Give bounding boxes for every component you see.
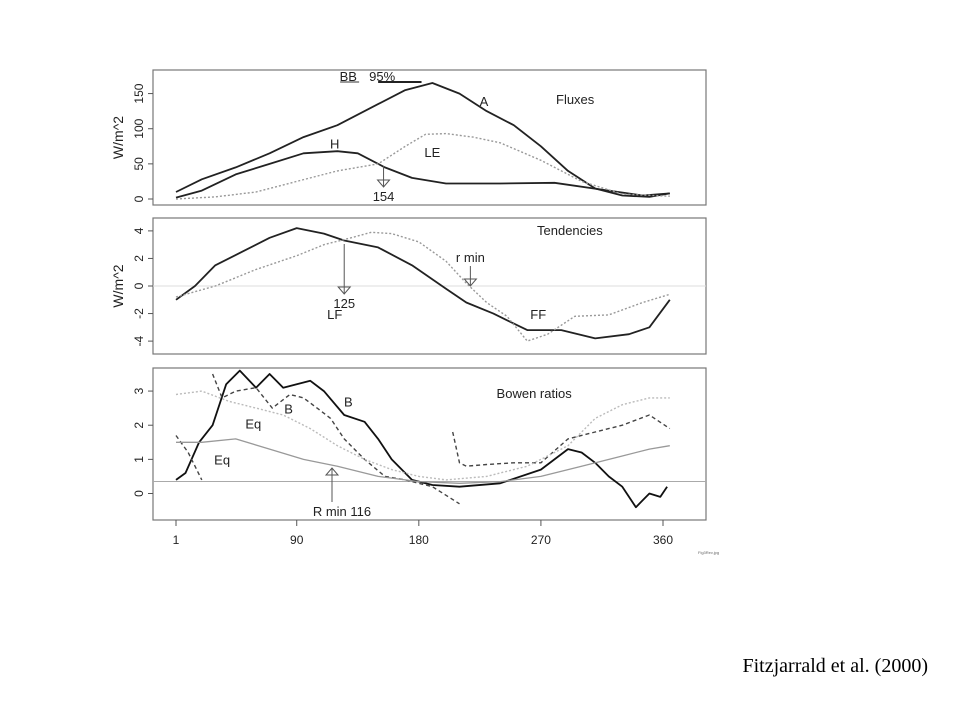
- caption: Fitzjarrald et al. (2000): [742, 655, 929, 677]
- y-tick-label: -4: [132, 335, 146, 346]
- y-tick-label: 4: [132, 227, 146, 234]
- panel-frame-3: [152, 367, 707, 521]
- y-tick-label: 2: [132, 255, 146, 262]
- panel-frame-1: [152, 69, 707, 206]
- x-tick-label: 360: [653, 533, 673, 547]
- series-line-1-2: [175, 132, 670, 200]
- series-line-2-0: [175, 227, 671, 340]
- figure-id-text: Fig3Rev.jpg: [698, 550, 719, 555]
- annotation-arrowhead: [337, 286, 352, 295]
- annotation-label: LF: [327, 307, 342, 322]
- x-tick-label: 1: [173, 533, 180, 547]
- y-tick-label: 150: [132, 83, 146, 103]
- y-tick-label: 50: [132, 157, 146, 171]
- y-tick-label: 0: [132, 195, 146, 202]
- y-tick-label: 2: [132, 422, 146, 429]
- annotation-label: 125: [333, 296, 355, 311]
- annotation-label: BB: [340, 69, 357, 84]
- y-tick-label: 3: [132, 387, 146, 394]
- annotation-label: Eq: [245, 417, 261, 432]
- y-tick-label: 100: [132, 118, 146, 138]
- annotation-label: Bowen ratios: [497, 386, 573, 401]
- y-axis-label: W/m^2: [110, 264, 126, 307]
- panel-label: Fluxes: [556, 92, 595, 107]
- series-line-3-0: [175, 369, 668, 509]
- annotation-arrowhead: [324, 467, 340, 476]
- annotation-label: B: [284, 401, 293, 416]
- panel-label: Tendencies: [537, 223, 603, 238]
- series-line-3-5: [176, 438, 670, 484]
- x-tick-label: 90: [290, 533, 304, 547]
- y-tick-label: 0: [132, 490, 146, 497]
- annotation-arrowhead: [463, 278, 478, 287]
- annotation-label: Eq: [214, 452, 230, 467]
- annotation-label: 154: [373, 189, 395, 204]
- x-tick-label: 270: [531, 533, 551, 547]
- annotation-label: H: [330, 136, 339, 151]
- series-line-3-1: [211, 373, 460, 505]
- x-tick-label: 180: [409, 533, 429, 547]
- annotation-label: FF: [530, 307, 546, 322]
- y-tick-label: 0: [132, 282, 146, 289]
- annotation-label: B: [344, 394, 353, 409]
- y-tick-label: -2: [132, 308, 146, 319]
- annotation-arrowhead: [376, 179, 391, 188]
- annotation-label: LE: [424, 145, 440, 160]
- annotation-label: 95%: [369, 69, 395, 84]
- series-line-2-1: [175, 231, 671, 342]
- annotation-label: A: [480, 94, 489, 109]
- y-tick-label: 1: [132, 456, 146, 463]
- series-line-1-1: [175, 150, 670, 199]
- series-line-3-2: [452, 414, 671, 467]
- series-line-3-4: [175, 390, 670, 481]
- y-axis-label: W/m^2: [110, 116, 126, 159]
- annotation-label: R min 116: [313, 504, 371, 519]
- annotation-label: r min: [456, 250, 485, 265]
